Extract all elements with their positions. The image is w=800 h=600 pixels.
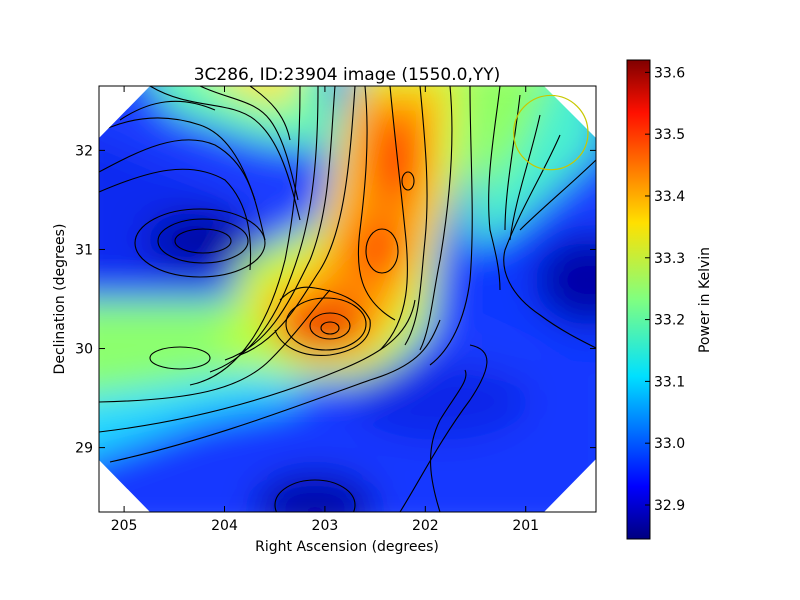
colorbar-tick-label: 33.4 [654, 189, 685, 205]
y-axis: 29 30 31 32 [75, 143, 596, 457]
x-tick-label: 202 [412, 518, 439, 534]
colorbar-label: Power in Kelvin [697, 247, 713, 353]
colorbar-ticks: 32.9 33.0 33.1 33.2 33.3 33.4 33.5 33.6 [645, 65, 685, 514]
colorbar-tick-label: 33.3 [654, 251, 685, 267]
y-tick-label: 29 [75, 441, 93, 457]
x-tick-label: 203 [312, 518, 339, 534]
contour-lines [99, 86, 596, 512]
colorbar-tick-label: 32.9 [654, 498, 685, 514]
colorbar-tick-label: 33.0 [654, 436, 685, 452]
colorbar: 32.9 33.0 33.1 33.2 33.3 33.4 33.5 33.6 Power i… [626, 59, 713, 540]
plot-area [98, 85, 597, 513]
x-axis-label: Right Ascension (degrees) [255, 539, 439, 555]
colorbar-tick-label: 33.1 [654, 374, 685, 390]
x-tick-label: 204 [211, 518, 238, 534]
y-tick-label: 31 [75, 242, 93, 258]
y-axis-label: Declination (degrees) [52, 224, 68, 375]
chart-title: 3C286, ID:23904 image (1550.0,YY) [194, 65, 501, 85]
beam-circle [513, 94, 589, 171]
y-tick-label: 30 [75, 342, 93, 358]
x-tick-label: 205 [111, 518, 138, 534]
colorbar-tick-label: 33.6 [654, 65, 685, 81]
y-tick-label: 32 [75, 143, 93, 159]
colorbar-gradient [626, 59, 651, 540]
colorbar-tick-label: 33.2 [654, 313, 685, 329]
x-tick-label: 201 [512, 518, 539, 534]
colorbar-tick-label: 33.5 [654, 127, 685, 143]
x-axis: 205 204 203 202 201 [111, 86, 539, 534]
